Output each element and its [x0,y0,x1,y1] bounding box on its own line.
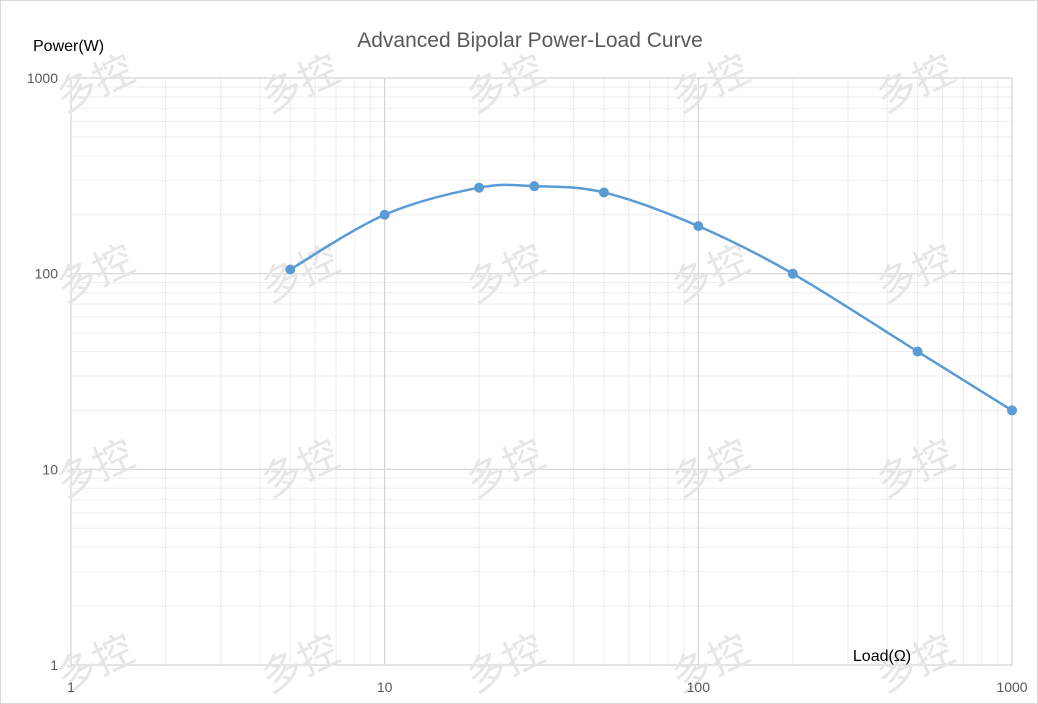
watermark-mark: 多控 [665,431,757,506]
y-axis-label: Power(W) [33,38,104,55]
data-point [474,182,485,193]
x-tick-label: 1000 [996,679,1027,695]
watermark-mark: 多控 [50,46,142,121]
data-point [285,264,296,275]
y-tick-label: 100 [35,266,59,282]
y-tick-label: 1000 [27,70,58,86]
minor-gridlines [71,78,1012,665]
watermark-mark: 多控 [50,236,142,311]
watermark-mark: 多控 [255,236,347,311]
data-point [529,181,540,192]
watermark-mark: 多控 [460,46,552,121]
watermark-mark: 多控 [255,431,347,506]
watermark-mark: 多控 [460,431,552,506]
data-point [787,268,798,279]
watermark-mark: 多控 [870,431,962,506]
data-point [912,346,923,357]
x-tick-label: 1 [67,679,75,695]
y-tick-label: 1 [50,657,58,673]
y-tick-label: 10 [42,461,58,477]
x-tick-label: 10 [377,679,393,695]
watermark-mark: 多控 [665,46,757,121]
data-point [598,187,609,198]
watermark-mark: 多控 [255,46,347,121]
tick-labels: 1 10 100 1000 1 10 100 1000 [27,70,1028,695]
watermark-mark: 多控 [50,626,142,701]
x-axis-label: Load(Ω) [853,648,911,665]
data-point [1007,405,1017,416]
x-tick-label: 100 [687,679,711,695]
watermark-mark: 多控 [870,236,962,311]
watermark-mark: 多控 [255,626,347,701]
watermark-mark: 多控 [50,431,142,506]
data-point [693,221,704,232]
watermark-mark: 多控 [460,236,552,311]
watermark-mark: 多控 [870,46,962,121]
major-gridlines [70,77,1013,666]
series-layer [285,181,1017,416]
series-line [288,183,1014,412]
data-point [379,209,390,220]
watermark-mark: 多控 [460,626,552,701]
chart-title: Advanced Bipolar Power-Load Curve [357,29,703,52]
watermark-mark: 多控 [665,626,757,701]
